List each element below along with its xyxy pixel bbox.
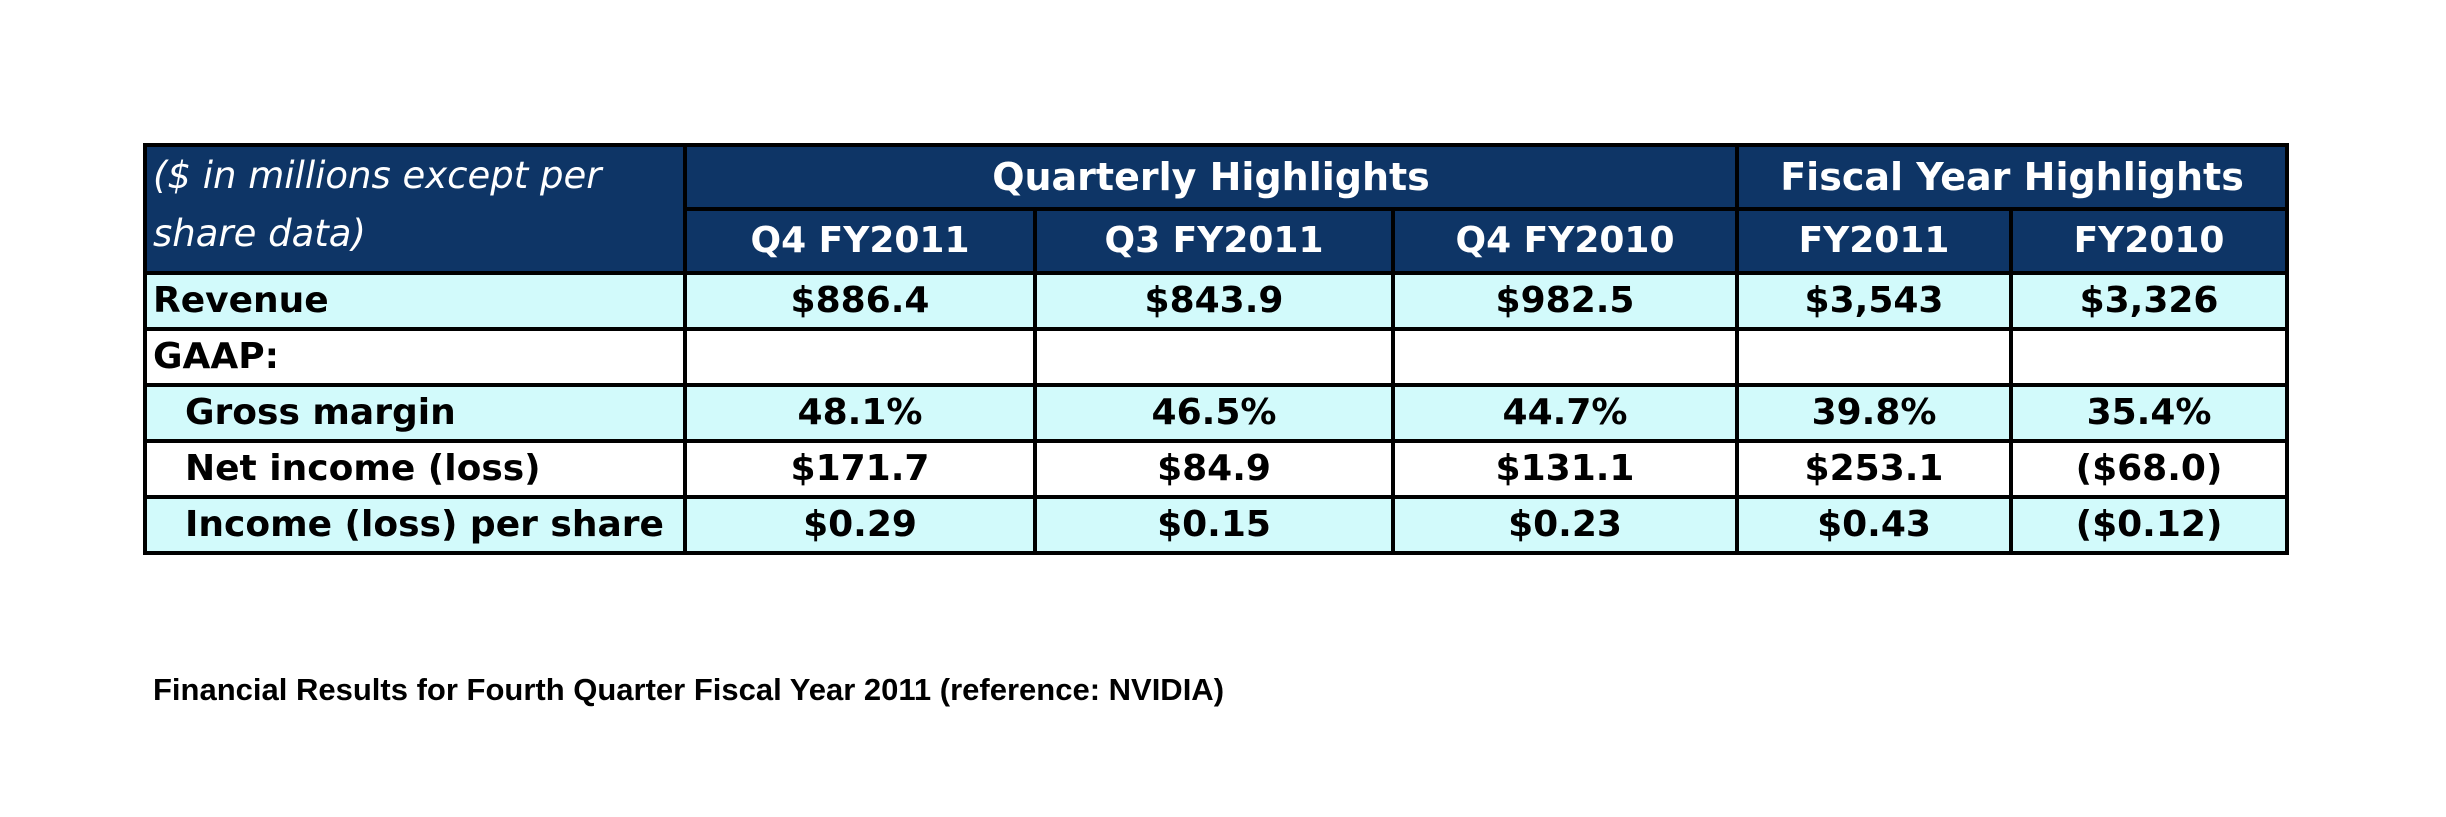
table-cell <box>2009 327 2290 387</box>
table-cell: $171.7 <box>683 439 1037 499</box>
table-cell: 48.1% <box>683 383 1037 443</box>
quarterly-highlights-header: Quarterly Highlights <box>682 143 1740 211</box>
table-cell <box>1390 327 1740 387</box>
table-cell: $253.1 <box>1735 439 2014 499</box>
row-label: Income (loss) per share <box>143 495 687 555</box>
table-cell: $0.29 <box>683 495 1037 555</box>
table-cell: 39.8% <box>1735 383 2014 443</box>
table-cell: $3,543 <box>1735 271 2014 331</box>
table-row-net-income: Net income (loss) $171.7 $84.9 $131.1 $2… <box>143 439 2290 499</box>
row-label: Net income (loss) <box>143 439 687 499</box>
table-cell: $131.1 <box>1390 439 1740 499</box>
column-header-fy2010: FY2010 <box>2009 207 2290 275</box>
fiscal-year-highlights-header: Fiscal Year Highlights <box>1735 143 2290 211</box>
table-cell: $3,326 <box>2009 271 2290 331</box>
row-label: Gross margin <box>143 383 687 443</box>
table-row-revenue: Revenue $886.4 $843.9 $982.5 $3,543 $3,3… <box>143 271 2290 331</box>
row-label: Revenue <box>143 271 687 331</box>
figure-caption: Financial Results for Fourth Quarter Fis… <box>153 672 1225 707</box>
column-header-row: Q4 FY2011 Q3 FY2011 Q4 FY2010 FY2011 FY2… <box>145 207 2290 275</box>
column-header-fy2011: FY2011 <box>1735 207 2014 275</box>
table-cell <box>1033 327 1395 387</box>
table-cell: $0.23 <box>1390 495 1740 555</box>
group-header-row: ($ in millions except per share data) Qu… <box>143 143 2290 275</box>
table-cell <box>1735 327 2014 387</box>
table-cell: $886.4 <box>683 271 1037 331</box>
table-cell: ($68.0) <box>2009 439 2290 499</box>
table-cell: $982.5 <box>1390 271 1740 331</box>
column-header-q3-fy2011: Q3 FY2011 <box>1033 207 1395 275</box>
table-cell: $0.15 <box>1033 495 1395 555</box>
table-cell: ($0.12) <box>2009 495 2290 555</box>
table-cell <box>683 327 1037 387</box>
table-cell: $0.43 <box>1735 495 2014 555</box>
table-cell: $843.9 <box>1033 271 1395 331</box>
table-row-gross-margin: Gross margin 48.1% 46.5% 44.7% 39.8% 35.… <box>143 383 2290 443</box>
column-header-q4-fy2011: Q4 FY2011 <box>683 207 1037 275</box>
financial-highlights-table-container: ($ in millions except per share data) Qu… <box>143 143 2290 555</box>
table-row-income-per-share: Income (loss) per share $0.29 $0.15 $0.2… <box>143 495 2290 555</box>
column-header-q4-fy2010: Q4 FY2010 <box>1390 207 1740 275</box>
table-cell: 35.4% <box>2009 383 2290 443</box>
financial-highlights-table: ($ in millions except per share data) Qu… <box>143 143 2290 555</box>
table-cell: 46.5% <box>1033 383 1395 443</box>
units-note: ($ in millions except per share data) <box>143 143 687 275</box>
row-label: GAAP: <box>143 327 687 387</box>
table-row-gaap: GAAP: <box>143 327 2290 387</box>
table-cell: $84.9 <box>1033 439 1395 499</box>
table-cell: 44.7% <box>1390 383 1740 443</box>
